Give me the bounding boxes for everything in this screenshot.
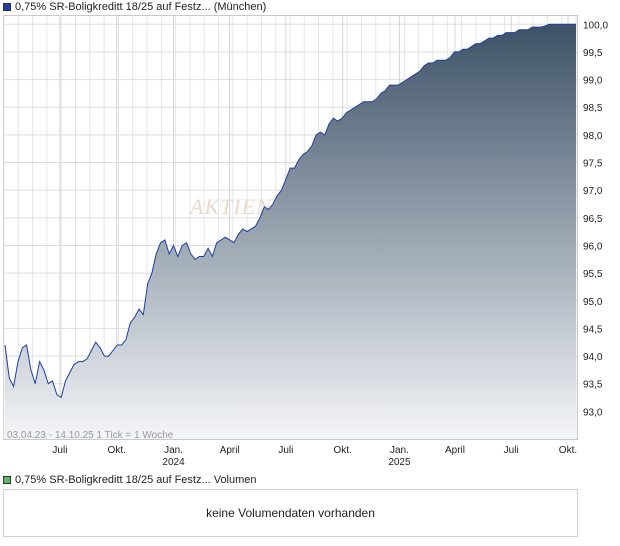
y-tick-label: 95,5 <box>583 269 603 280</box>
x-year-label: 2024 <box>162 457 185 468</box>
x-tick-label: April <box>220 445 240 456</box>
y-tick-label: 94,5 <box>583 324 603 335</box>
y-tick-label: 99,5 <box>583 48 603 59</box>
y-tick-label: 94,0 <box>583 352 603 363</box>
y-axis: 93,0 93,5 94,0 94,5 95,0 95,5 96,0 96,5 97,0 97,5… <box>583 20 608 418</box>
x-tick-label: Jan. <box>164 445 183 456</box>
y-tick-label: 97,5 <box>583 159 603 170</box>
price-area <box>5 24 576 440</box>
x-tick-label: Okt. <box>559 445 577 456</box>
y-tick-label: 93,0 <box>583 407 603 418</box>
watermark: AKTIEN <box>188 194 272 219</box>
price-chart: AKTIEN 93,093,594,094,595,095,596,096,59… <box>3 15 608 468</box>
price-line <box>4 23 576 399</box>
volume-panel: keine Volumendaten vorhanden <box>3 489 578 537</box>
volume-title: 0,75% SR-Boligkreditt 18/25 auf Festz...… <box>15 474 257 486</box>
date-range-footnote: 03.04.23 - 14.10.25 1 Tick = 1 Woche <box>7 430 174 441</box>
x-tick-label: Okt. <box>333 445 351 456</box>
y-tick-label: 93,5 <box>583 380 603 391</box>
x-tick-label: Juli <box>504 445 519 456</box>
y-tick-label: 98,0 <box>583 131 603 142</box>
x-tick-label: April <box>445 445 465 456</box>
y-tick-label: 96,0 <box>583 241 603 252</box>
y-tick-label: 97,0 <box>583 186 603 197</box>
series-color-swatch <box>3 3 11 11</box>
volume-color-swatch <box>3 476 11 484</box>
x-year-label: 2025 <box>388 457 411 468</box>
volume-legend: 0,75% SR-Boligkreditt 18/25 auf Festz...… <box>3 473 257 487</box>
y-tick-label: 95,0 <box>583 297 603 308</box>
y-tick-label: 99,0 <box>583 76 603 87</box>
y-tick-label: 100,0 <box>583 20 608 31</box>
y-tick-label: 96,5 <box>583 214 603 225</box>
chart-legend: 0,75% SR-Boligkreditt 18/25 auf Festz...… <box>3 0 266 14</box>
x-tick-label: Jan. <box>390 445 409 456</box>
x-tick-label: Okt. <box>108 445 126 456</box>
x-tick-label: Juli <box>278 445 293 456</box>
chart-title: 0,75% SR-Boligkreditt 18/25 auf Festz...… <box>15 1 267 13</box>
y-tick-label: 98,5 <box>583 103 603 114</box>
x-tick-label: Juli <box>52 445 67 456</box>
volume-empty-message: keine Volumendaten vorhanden <box>206 506 375 520</box>
